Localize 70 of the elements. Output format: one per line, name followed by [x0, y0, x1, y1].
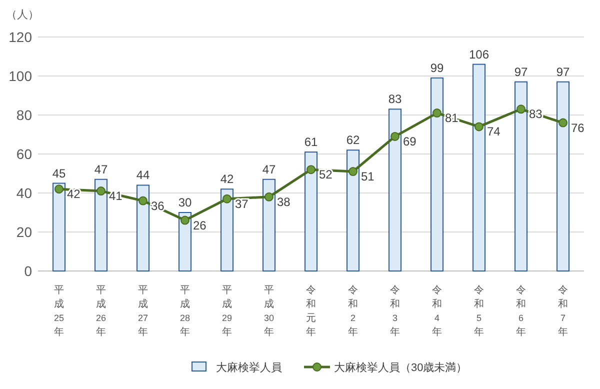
bar: [472, 64, 486, 272]
data-label: 83: [388, 92, 402, 106]
xtick: 平成25年: [54, 285, 64, 338]
point: [432, 108, 442, 118]
data-label: 97: [556, 64, 570, 79]
y-tick-label: 80: [16, 107, 32, 123]
data-label: 74: [487, 124, 501, 139]
y-tick-label: 100: [8, 68, 32, 84]
xtick: 令和6年: [516, 285, 526, 338]
bar: [262, 178, 276, 272]
point: [264, 192, 274, 202]
bar: [430, 77, 444, 272]
xtick: 平成29年: [222, 285, 232, 338]
xtick: 平成28年: [180, 285, 190, 338]
y-tick-label: 40: [16, 185, 32, 201]
bar: [136, 184, 150, 272]
legend-label: 大麻検挙人員: [216, 361, 282, 374]
data-label: 38: [277, 194, 291, 209]
data-label: 61: [304, 135, 318, 150]
data-label: 106: [468, 47, 490, 62]
bar: [220, 188, 234, 272]
y-tick-label: 0: [24, 263, 32, 279]
data-label: 62: [346, 133, 360, 148]
xtick: 令和4年: [432, 285, 442, 338]
point: [96, 186, 106, 196]
bar: [52, 182, 66, 272]
point: [222, 194, 232, 204]
data-label: 45: [52, 166, 66, 180]
data-label: 44: [136, 168, 150, 182]
data-label: 69: [403, 134, 417, 148]
bar: [388, 108, 402, 272]
xtick: 平成27年: [138, 285, 148, 338]
point: [54, 184, 64, 194]
bar: [304, 152, 318, 272]
data-label: 99: [430, 60, 444, 75]
data-label: 42: [67, 187, 81, 202]
data-label: 47: [262, 162, 276, 176]
bar: [94, 178, 108, 272]
y-tick-label: 60: [16, 146, 32, 162]
data-label: 76: [571, 120, 585, 135]
bar: [514, 81, 528, 272]
y-tick-label: 20: [16, 224, 32, 240]
point: [516, 104, 526, 114]
xtick: 令和3年: [390, 285, 400, 338]
bar: [346, 150, 360, 272]
data-label: 42: [220, 172, 234, 186]
data-label: 30: [178, 196, 192, 210]
xtick: 令和7年: [558, 285, 568, 338]
xtick: 平成26年: [96, 285, 106, 338]
point: [138, 196, 148, 206]
point: [348, 167, 358, 176]
xtick: 令和元年: [306, 285, 316, 338]
data-label: 26: [193, 218, 207, 232]
legend-label: 大麻検挙人員（30歳未満）: [334, 361, 468, 374]
y-tick-label: 120: [8, 29, 32, 45]
point: [390, 132, 400, 141]
data-label: 47: [94, 162, 108, 176]
point: [558, 118, 568, 128]
point: [180, 216, 190, 225]
data-label: 37: [235, 196, 249, 211]
point: [474, 122, 484, 132]
xtick: 令和5年: [474, 285, 484, 338]
data-label: 97: [514, 64, 528, 79]
data-label: 52: [319, 168, 333, 182]
y-axis-title: （人）: [6, 9, 39, 21]
point: [306, 165, 316, 174]
xtick: 令和2年: [348, 285, 358, 338]
xtick: 平成30年: [264, 285, 274, 338]
bar: [556, 81, 570, 272]
data-label: 51: [361, 170, 375, 184]
